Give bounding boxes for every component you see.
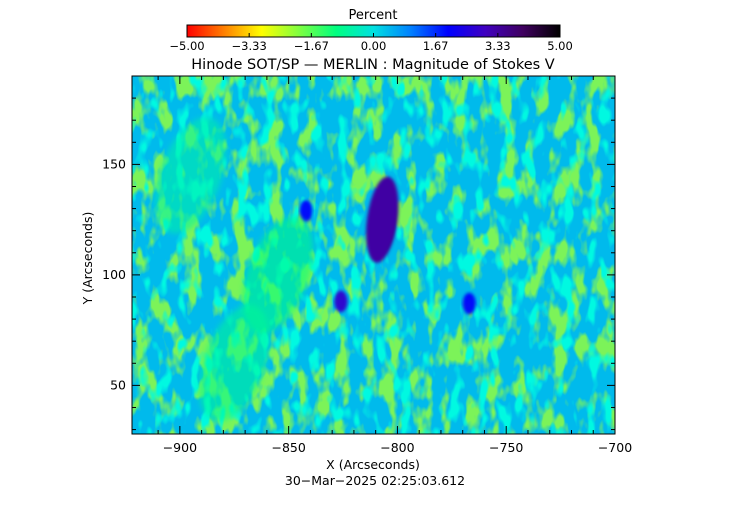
heatmap-features xyxy=(155,117,476,422)
colorbar-tick-label: 5.00 xyxy=(547,39,573,53)
heatmap-feature-plage xyxy=(299,199,313,222)
heatmap-feature-negative-region xyxy=(242,216,314,334)
colorbar-tick-label: −1.67 xyxy=(294,39,329,53)
colorbar-title: Percent xyxy=(349,8,398,23)
x-tick-label: −900 xyxy=(163,440,197,455)
x-tick-label: −700 xyxy=(598,440,632,455)
heatmap-feature-plage xyxy=(462,292,476,315)
x-tick-label: −750 xyxy=(489,440,523,455)
colorbar-ticks: −5.00 −3.33 −1.67 0.00 1.67 3.33 5.00 xyxy=(169,33,573,53)
colorbar-tick-label: −3.33 xyxy=(232,39,267,53)
heatmap-feature-plage xyxy=(334,290,348,313)
y-axis-label: Y (Arcseconds) xyxy=(80,212,95,306)
heatmap-image xyxy=(132,76,615,434)
x-tick-label: −850 xyxy=(271,440,305,455)
y-axis-ticks: 50 100 150 xyxy=(102,75,615,431)
heatmap-feature-negative-region xyxy=(155,117,227,234)
y-tick-label: 50 xyxy=(110,377,126,392)
colorbar-tick-label: 3.33 xyxy=(485,39,511,53)
colorbar-tick-label: 1.67 xyxy=(423,39,449,53)
colorbar-tick-label: 0.00 xyxy=(361,39,387,53)
y-tick-label: 100 xyxy=(102,267,126,282)
plot-frame xyxy=(131,75,616,435)
colorbar-tick-label: −5.00 xyxy=(169,39,204,53)
timestamp: 30−Mar−2025 02:25:03.612 xyxy=(285,473,465,488)
heatmap-feature-penumbra xyxy=(365,176,399,263)
heatmap-feature-negative-region xyxy=(198,305,270,422)
chart-title: Hinode SOT/SP — MERLIN : Magnitude of St… xyxy=(191,57,555,73)
x-axis-ticks: −900 −850 −800 −750 −700 xyxy=(157,76,632,455)
y-tick-label: 150 xyxy=(102,156,126,171)
x-tick-label: −800 xyxy=(380,440,414,455)
x-axis-label: X (Arcseconds) xyxy=(326,457,420,472)
